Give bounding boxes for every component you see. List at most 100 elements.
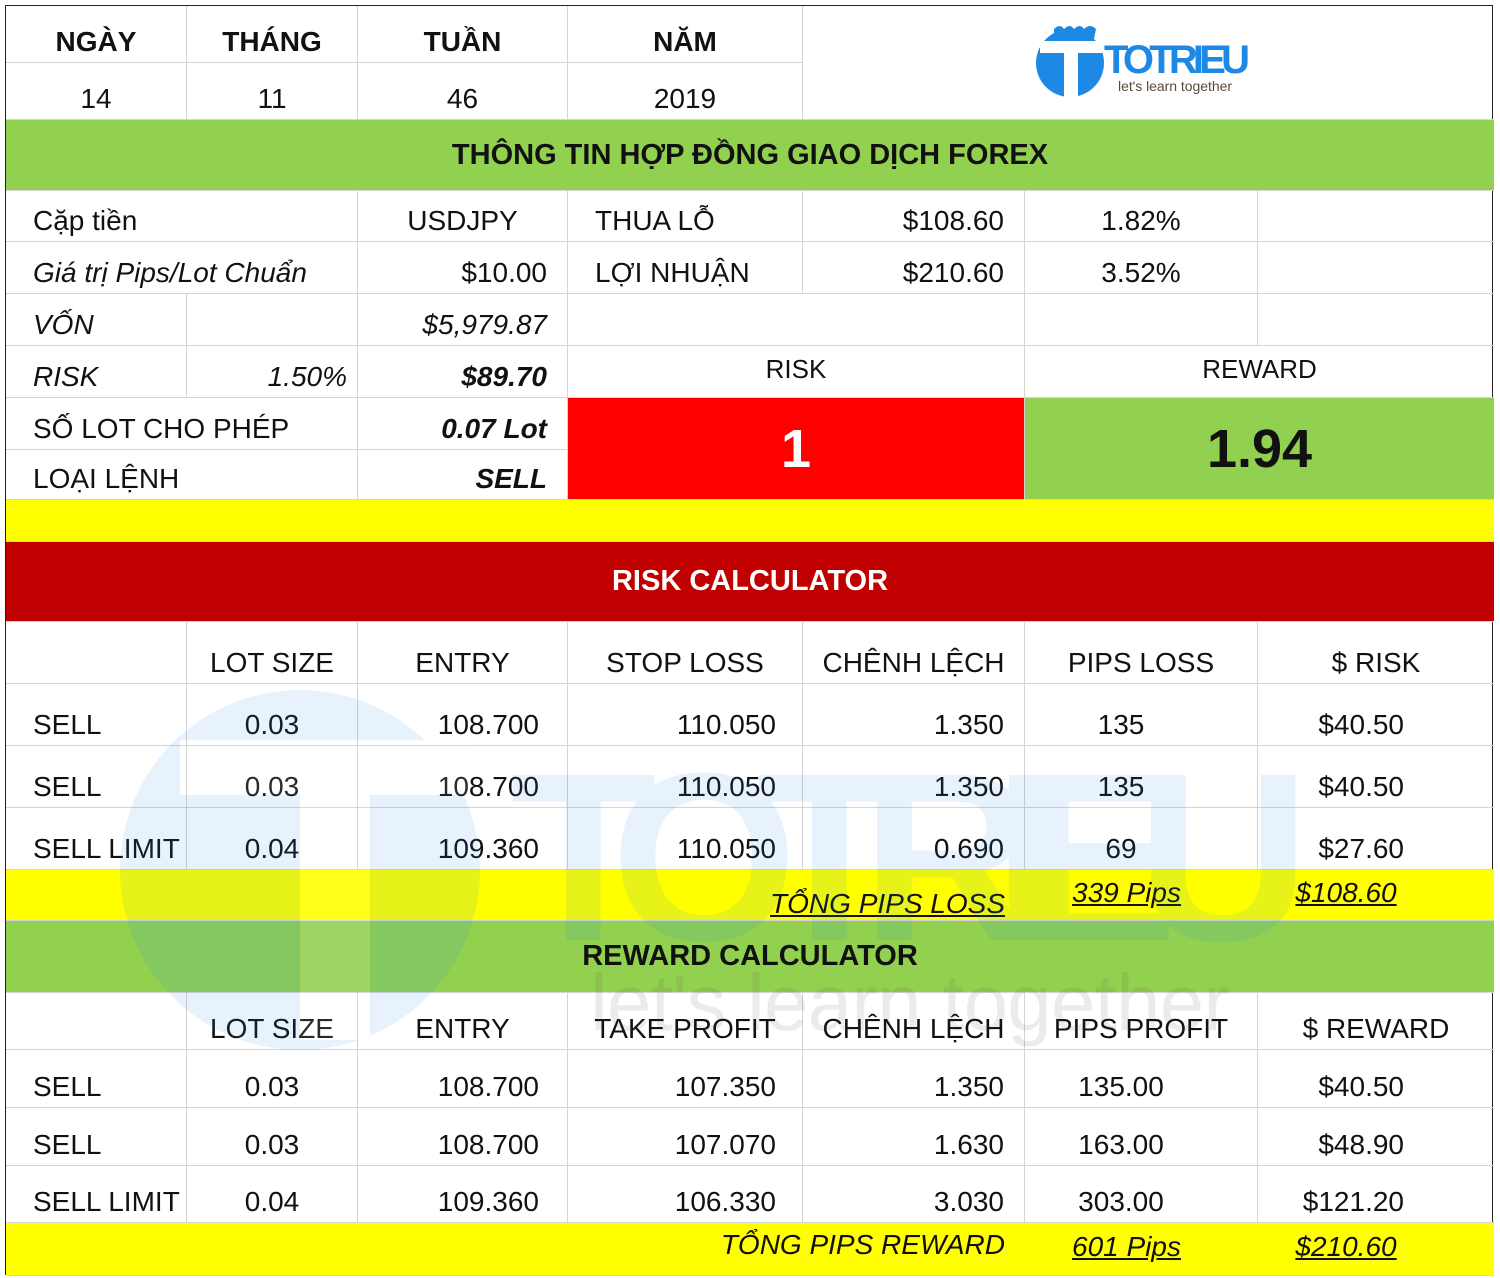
column-header-amount[interactable]: $ REWARD [1258,993,1494,1050]
forex-spreadsheet: NGÀY THÁNG TUẦN NĂM TOTRIEU let's learn … [5,5,1494,1276]
rr-reward-label: REWARD [1025,346,1494,398]
svg-text:let's learn together: let's learn together [1118,78,1232,94]
day-value[interactable]: 14 [6,63,187,120]
risk-total-label: TỔNG PIPS LOSS [568,870,1025,921]
cell-price[interactable]: 110.050 [568,808,803,870]
cell-order-type[interactable]: SELL LIMIT [6,808,187,870]
month-value[interactable]: 11 [187,63,358,120]
empty-cell[interactable] [1258,294,1494,346]
header-day[interactable]: NGÀY [6,6,187,63]
year-value[interactable]: 2019 [568,63,803,120]
cell-lot-size[interactable]: 0.03 [187,1050,358,1108]
yellow-spacer [6,1223,568,1276]
pip-label: Giá trị Pips/Lot Chuẩn [6,242,358,294]
capital-value[interactable]: $5,979.87 [358,294,568,346]
cell-lot-size[interactable]: 0.03 [187,1108,358,1166]
header-week[interactable]: TUẦN [358,6,568,63]
cell-pips[interactable]: 303.00 [1025,1166,1258,1223]
column-header-order-type[interactable] [6,622,187,684]
reward-calc-title: REWARD CALCULATOR [6,921,1494,993]
cell-entry[interactable]: 108.700 [358,1108,568,1166]
cell-amount[interactable]: $121.20 [1258,1166,1494,1223]
reward-total-label: TỔNG PIPS REWARD [568,1223,1025,1276]
cell-order-type[interactable]: SELL LIMIT [6,1166,187,1223]
column-header-order-type[interactable] [6,993,187,1050]
column-header-lot-size[interactable]: LOT SIZE [187,993,358,1050]
cell-amount[interactable]: $40.50 [1258,746,1494,808]
empty-cell[interactable] [1258,191,1494,242]
column-header-entry[interactable]: ENTRY [358,622,568,684]
cell-order-type[interactable]: SELL [6,684,187,746]
cell-entry[interactable]: 108.700 [358,684,568,746]
column-header-lot-size[interactable]: LOT SIZE [187,622,358,684]
profit-pct[interactable]: 3.52% [1025,242,1258,294]
cell-entry[interactable]: 109.360 [358,1166,568,1223]
column-header-price[interactable]: STOP LOSS [568,622,803,684]
column-header-amount[interactable]: $ RISK [1258,622,1494,684]
cell-pips[interactable]: 135 [1025,746,1258,808]
cell-difference[interactable]: 1.350 [803,684,1025,746]
cell-amount[interactable]: $48.90 [1258,1108,1494,1166]
cell-amount[interactable]: $40.50 [1258,1050,1494,1108]
cell-lot-size[interactable]: 0.04 [187,1166,358,1223]
contract-title: THÔNG TIN HỢP ĐỒNG GIAO DỊCH FOREX [6,120,1494,191]
cell-difference[interactable]: 1.350 [803,746,1025,808]
column-header-difference[interactable]: CHÊNH LỆCH [803,993,1025,1050]
cell-pips[interactable]: 69 [1025,808,1258,870]
cell-lot-size[interactable]: 0.03 [187,746,358,808]
risk-total-pips[interactable]: 339 Pips [1025,870,1258,921]
order-label: LOẠI LỆNH [6,450,358,500]
column-header-pips[interactable]: PIPS PROFIT [1025,993,1258,1050]
risk-total-amount[interactable]: $108.60 [1258,870,1494,921]
cell-pips[interactable]: 135 [1025,684,1258,746]
header-month[interactable]: THÁNG [187,6,358,63]
rr-risk-label: RISK [568,346,1025,398]
cell-price[interactable]: 107.070 [568,1108,803,1166]
week-value[interactable]: 46 [358,63,568,120]
cell-order-type[interactable]: SELL [6,1108,187,1166]
loss-value[interactable]: $108.60 [803,191,1025,242]
reward-total-pips[interactable]: 601 Pips [1025,1223,1258,1276]
empty-cell[interactable] [1258,242,1494,294]
cell-entry[interactable]: 108.700 [358,746,568,808]
column-header-difference[interactable]: CHÊNH LỆCH [803,622,1025,684]
pair-value[interactable]: USDJPY [358,191,568,242]
risk-pct[interactable]: 1.50% [187,346,358,398]
cell-order-type[interactable]: SELL [6,1050,187,1108]
column-header-price[interactable]: TAKE PROFIT [568,993,803,1050]
cell-lot-size[interactable]: 0.03 [187,684,358,746]
cell-price[interactable]: 110.050 [568,684,803,746]
rr-reward-value[interactable]: 1.94 [1025,398,1494,500]
reward-total-amount[interactable]: $210.60 [1258,1223,1494,1276]
pip-value[interactable]: $10.00 [358,242,568,294]
cell-amount[interactable]: $40.50 [1258,684,1494,746]
cell-price[interactable]: 107.350 [568,1050,803,1108]
cell-order-type[interactable]: SELL [6,746,187,808]
rr-risk-value[interactable]: 1 [568,398,1025,500]
cell-entry[interactable]: 108.700 [358,1050,568,1108]
cell-difference[interactable]: 1.630 [803,1108,1025,1166]
loss-pct[interactable]: 1.82% [1025,191,1258,242]
empty-cell[interactable] [187,294,358,346]
cell-price[interactable]: 106.330 [568,1166,803,1223]
cell-price[interactable]: 110.050 [568,746,803,808]
cell-entry[interactable]: 109.360 [358,808,568,870]
cell-difference[interactable]: 0.690 [803,808,1025,870]
totrieu-logo-icon: TOTRIEU let's learn together [1035,25,1250,97]
lot-value[interactable]: 0.07 Lot [358,398,568,450]
cell-pips[interactable]: 135.00 [1025,1050,1258,1108]
profit-value[interactable]: $210.60 [803,242,1025,294]
loss-label: THUA LỖ [568,191,803,242]
cell-difference[interactable]: 3.030 [803,1166,1025,1223]
empty-cell[interactable] [568,294,1025,346]
column-header-entry[interactable]: ENTRY [358,993,568,1050]
cell-amount[interactable]: $27.60 [1258,808,1494,870]
empty-cell[interactable] [1025,294,1258,346]
column-header-pips[interactable]: PIPS LOSS [1025,622,1258,684]
cell-difference[interactable]: 1.350 [803,1050,1025,1108]
cell-lot-size[interactable]: 0.04 [187,808,358,870]
cell-pips[interactable]: 163.00 [1025,1108,1258,1166]
order-value[interactable]: SELL [358,450,568,500]
header-year[interactable]: NĂM [568,6,803,63]
risk-amount[interactable]: $89.70 [358,346,568,398]
